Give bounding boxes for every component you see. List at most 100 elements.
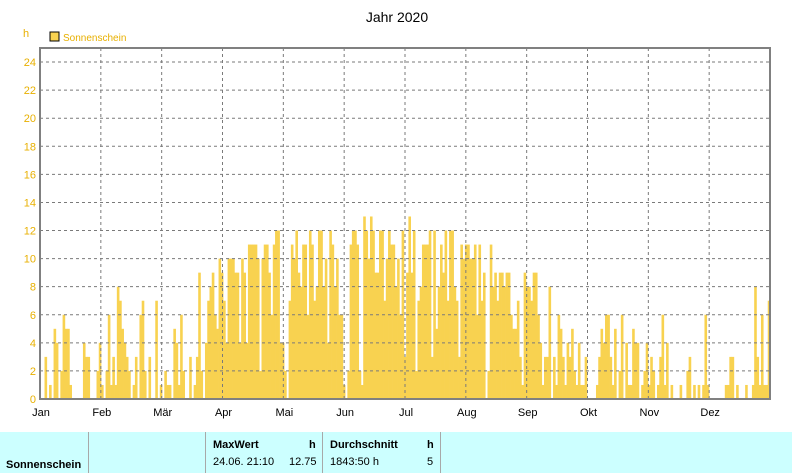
bar — [417, 300, 421, 399]
bar — [254, 244, 258, 399]
bar — [320, 230, 323, 399]
bar — [403, 356, 407, 399]
bar — [724, 384, 728, 399]
chart-title: Jahr 2020 — [366, 9, 428, 25]
x-tick-label: Jan — [32, 407, 50, 419]
bar — [96, 370, 100, 399]
bar — [514, 328, 518, 399]
bar — [625, 342, 628, 399]
bar — [64, 328, 68, 399]
bar — [469, 258, 473, 399]
legend-label: Sonnenschein — [63, 33, 126, 44]
bar — [455, 300, 459, 399]
bar — [379, 230, 382, 399]
bar — [559, 328, 563, 399]
bar — [659, 356, 662, 399]
bar — [614, 328, 617, 399]
bar — [575, 384, 579, 399]
bar — [751, 384, 755, 399]
bar — [521, 384, 524, 399]
x-tick-label: Okt — [580, 407, 597, 419]
bar — [119, 300, 122, 399]
bar — [758, 384, 762, 399]
bar — [632, 328, 635, 399]
x-tick-label: Apr — [215, 407, 232, 419]
y-tick-label: 8 — [30, 282, 36, 294]
bar — [49, 384, 52, 399]
x-tick-label: Dez — [700, 407, 720, 419]
bar — [406, 272, 409, 399]
avg-unit: h — [427, 439, 434, 451]
bar — [501, 272, 504, 399]
bar — [234, 272, 237, 399]
plot-frame — [39, 47, 771, 400]
bar — [207, 300, 210, 399]
bar — [736, 384, 739, 399]
bar — [663, 384, 667, 399]
bar — [229, 258, 233, 399]
bar — [204, 342, 208, 399]
bar — [168, 384, 172, 399]
y-tick-label: 16 — [24, 169, 36, 181]
bar — [426, 244, 430, 399]
bar — [166, 384, 170, 399]
y-tick-label: 14 — [24, 197, 36, 209]
bar — [564, 384, 567, 399]
bar — [636, 342, 640, 399]
max-value: 12.75 — [289, 456, 317, 468]
bar — [189, 356, 192, 399]
bar — [250, 244, 253, 399]
bar — [105, 370, 109, 399]
bar — [763, 384, 766, 399]
stats-max-cell: MaxWert h 24.06. 21:10 12.75 — [206, 432, 323, 473]
bar — [421, 244, 425, 399]
y-tick-label: 2 — [30, 366, 36, 378]
bar — [595, 384, 599, 399]
bar — [528, 286, 531, 399]
bar — [745, 384, 748, 399]
bar — [467, 244, 470, 399]
bar — [277, 230, 280, 399]
bar — [657, 384, 660, 399]
bar — [478, 244, 482, 399]
bar — [706, 384, 710, 399]
bar — [347, 370, 350, 399]
bar — [227, 258, 231, 399]
bar — [530, 300, 534, 399]
bar — [519, 356, 522, 399]
x-tick-labels: Jan Feb Mär Apr Mai Jun Jul Aug Sep Okt Nov Dez — [32, 407, 720, 419]
bar — [451, 230, 454, 399]
bar — [360, 384, 364, 399]
x-tick-label: Mär — [153, 407, 172, 419]
bar — [424, 244, 427, 399]
x-tick-label: Sep — [518, 407, 538, 419]
stats-table: Sonnenschein MaxWert h 24.06. 21:10 12.7… — [0, 432, 792, 473]
stats-avg-cell: Durchschnitt h 1843:50 h 5 — [323, 432, 441, 473]
bar — [704, 314, 708, 399]
stats-row-label-cell: Sonnenschein — [0, 432, 89, 473]
x-tick-label: Mai — [275, 407, 293, 419]
y-tick-label: 18 — [24, 141, 36, 153]
bar — [505, 272, 509, 399]
bar — [702, 384, 705, 399]
y-tick-label: 6 — [30, 310, 36, 322]
bar — [697, 384, 701, 399]
bar — [627, 384, 631, 399]
bar — [200, 370, 204, 399]
bar — [374, 272, 378, 399]
bar — [611, 384, 615, 399]
bar — [652, 370, 656, 399]
bar — [155, 300, 158, 399]
bar — [311, 244, 314, 399]
bar — [139, 314, 143, 399]
bar — [114, 384, 118, 399]
x-tick-label: Feb — [92, 407, 111, 419]
bar — [243, 272, 247, 399]
bar — [198, 272, 201, 399]
bar — [408, 216, 411, 399]
bar — [482, 272, 486, 399]
x-tick-label: Jun — [336, 407, 354, 419]
bar — [534, 272, 538, 399]
